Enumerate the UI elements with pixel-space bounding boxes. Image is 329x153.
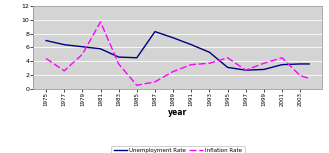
Legend: Unemployment Rate, Inflation Rate: Unemployment Rate, Inflation Rate <box>111 146 244 153</box>
X-axis label: year: year <box>168 108 187 117</box>
